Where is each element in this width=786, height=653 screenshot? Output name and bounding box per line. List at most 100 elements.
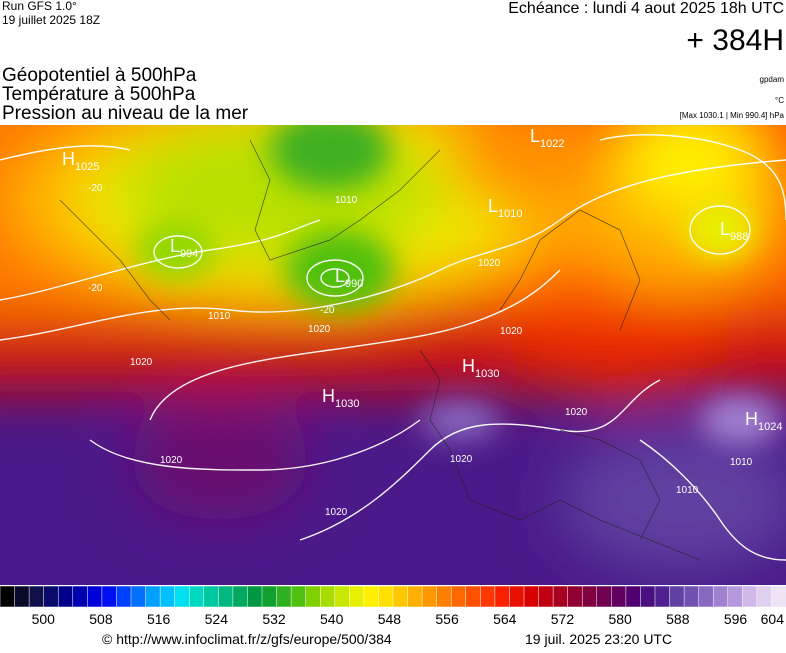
colorbar-tick-label: 532 xyxy=(262,611,286,627)
isobar-label: -20 xyxy=(320,305,335,316)
isobar-label: 1020 xyxy=(478,258,501,269)
colorbar-swatch xyxy=(538,585,554,608)
colorbar-swatch xyxy=(290,585,307,608)
colorbar-tick-label: 564 xyxy=(493,611,517,627)
isobar-label: 1010 xyxy=(335,195,358,206)
colorbar-swatch xyxy=(712,585,729,608)
colorbar-tick-label: 596 xyxy=(724,611,748,627)
run-label: Run GFS 1.0° xyxy=(2,0,77,13)
pressure-center-value: 994 xyxy=(180,248,198,260)
pressure-center-value: 1010 xyxy=(498,208,522,220)
colorbar-swatch xyxy=(552,585,569,608)
colorbar-swatch xyxy=(218,585,234,608)
isobar-label: 1010 xyxy=(730,457,753,468)
colorbar-swatch xyxy=(407,585,423,608)
isobar-label: 1020 xyxy=(308,324,331,335)
colorbar-swatch xyxy=(43,585,59,608)
pressure-center-letter: L xyxy=(170,236,180,256)
unit-label: [Max 1030.1 | Min 990.4] hPa xyxy=(680,111,785,120)
colorbar-swatch xyxy=(640,585,656,608)
colorbar-swatch xyxy=(611,585,627,608)
colorbar-swatch xyxy=(363,585,379,608)
colorbar-swatch xyxy=(392,585,409,608)
isobar-label: -20 xyxy=(88,183,103,194)
colorbar-swatch xyxy=(247,585,263,608)
pressure-center-value: 1030 xyxy=(335,398,359,410)
colorbar-swatch xyxy=(654,585,671,608)
pressure-center-letter: H xyxy=(745,409,758,429)
title-line: Pression au niveau de la mer xyxy=(2,103,249,124)
unit-label: gpdam xyxy=(760,75,785,84)
pressure-center-letter: L xyxy=(720,219,730,239)
colorbar-swatch xyxy=(771,585,786,608)
colorbar-swatch xyxy=(305,585,321,608)
run-date: 19 juillet 2025 18Z xyxy=(2,13,100,27)
colorbar-swatch xyxy=(188,585,205,608)
isobar-label: 1020 xyxy=(130,357,153,368)
colorbar-swatch xyxy=(130,585,147,608)
colorbar-swatch xyxy=(101,585,117,608)
colorbar-swatch xyxy=(698,585,714,608)
isobar-label: -20 xyxy=(88,283,103,294)
colorbar-swatch xyxy=(494,585,510,608)
pressure-center-letter: L xyxy=(530,126,540,146)
colorbar-tick-label: 508 xyxy=(89,611,113,627)
colorbar-swatch xyxy=(116,585,132,608)
colorbar-tick-label: 588 xyxy=(666,611,690,627)
colorbar-swatch xyxy=(72,585,88,608)
pressure-center-letter: L xyxy=(488,196,498,216)
unit-label: °C xyxy=(775,96,784,105)
isobar-label: 1010 xyxy=(676,485,699,496)
colorbar-tick-label: 500 xyxy=(32,611,56,627)
colorbar-swatch xyxy=(276,585,292,608)
colorbar-tick-label: 524 xyxy=(205,611,229,627)
colorbar-swatch xyxy=(683,585,700,608)
isobar-label: 1020 xyxy=(325,507,348,518)
pressure-center-value: 1030 xyxy=(475,368,499,380)
colorbar-swatch xyxy=(742,585,758,608)
colorbar-tick-label: 556 xyxy=(435,611,459,627)
footer-url: © http://www.infoclimat.fr/z/gfs/europe/… xyxy=(102,631,392,647)
colorbar-swatch xyxy=(261,585,278,608)
colorbar-swatch xyxy=(203,585,219,608)
colorbar-tick-label: 548 xyxy=(378,611,402,627)
colorbar-swatch xyxy=(334,585,350,608)
colorbar-swatch xyxy=(480,585,496,608)
isobar-label: 1020 xyxy=(500,326,523,337)
pressure-center-value: 988 xyxy=(730,231,748,243)
colorbar-swatch xyxy=(28,585,45,608)
colorbar-swatch xyxy=(436,585,452,608)
colorbar-swatch xyxy=(57,585,74,608)
footer-timestamp: 19 juil. 2025 23:20 UTC xyxy=(525,631,672,647)
colorbar-swatch xyxy=(625,585,641,608)
colorbar-swatch xyxy=(14,585,30,608)
colorbar-swatch xyxy=(87,585,103,608)
pressure-center-letter: H xyxy=(322,386,335,406)
colorbar-swatch xyxy=(756,585,772,608)
colorbar-swatch xyxy=(465,585,481,608)
isobar-label: 1010 xyxy=(208,311,231,322)
pressure-center-value: 990 xyxy=(345,278,363,290)
colorbar-swatch xyxy=(727,585,743,608)
colorbar-tick-label: 516 xyxy=(147,611,171,627)
title-line: Température à 500hPa xyxy=(2,84,196,105)
pressure-center-letter: L xyxy=(335,266,345,286)
pressure-center-letter: H xyxy=(462,356,475,376)
isobar-label: 1020 xyxy=(450,454,473,465)
colorbar-swatch xyxy=(450,585,467,608)
colorbar-swatch xyxy=(319,585,336,608)
pressure-center-value: 1024 xyxy=(758,421,782,433)
colorbar-swatch xyxy=(509,585,525,608)
colorbar-swatch xyxy=(145,585,161,608)
colorbar-swatch xyxy=(523,585,540,608)
isobar-label: 1020 xyxy=(160,455,183,466)
colorbar-tick-label: 580 xyxy=(608,611,632,627)
colorbar-tick-label: 540 xyxy=(320,611,344,627)
pressure-center-value: 1025 xyxy=(75,161,99,173)
colorbar-swatch xyxy=(159,585,176,608)
colorbar-swatch xyxy=(567,585,583,608)
colorbar-tick-label: 604 xyxy=(761,611,785,627)
forecast-time: Echéance : lundi 4 aout 2025 18h UTC xyxy=(508,0,784,17)
map-field xyxy=(0,125,786,585)
colorbar-swatch xyxy=(421,585,438,608)
